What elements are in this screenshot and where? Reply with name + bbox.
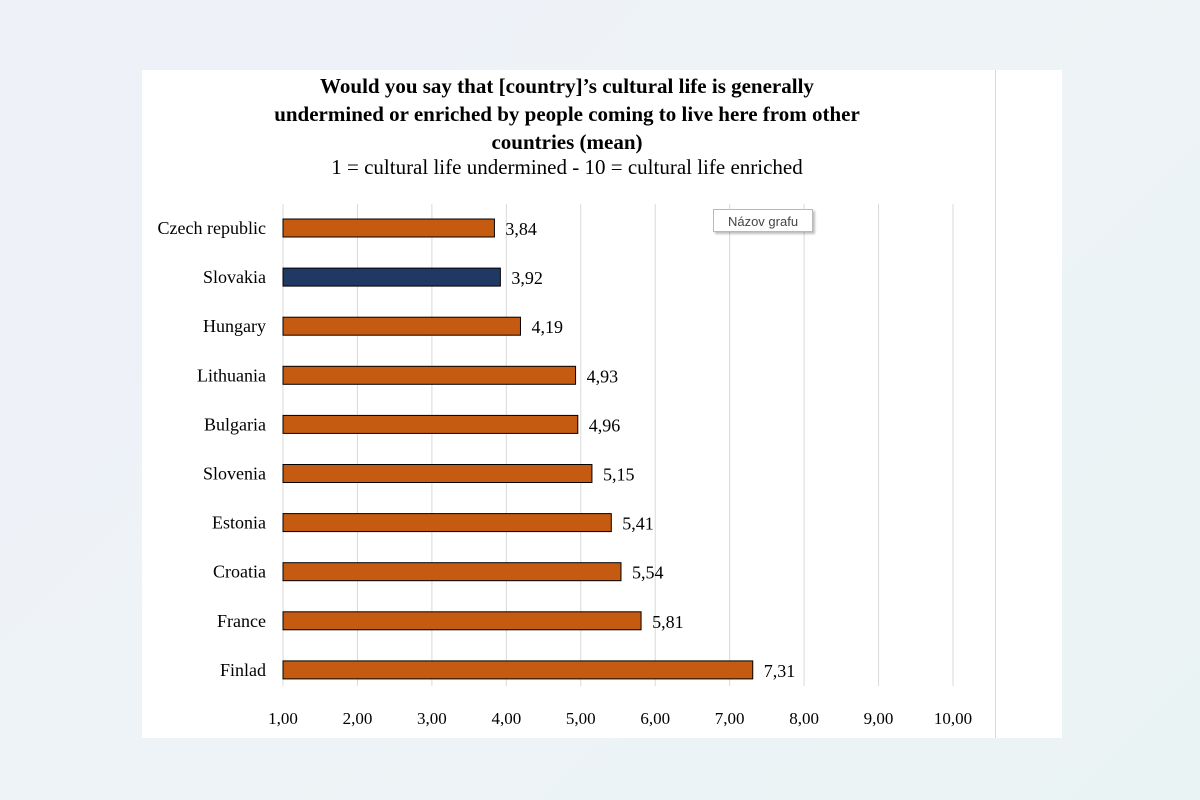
chart-title-line-2: undermined or enriched by people coming … [274,102,860,126]
bar [282,414,579,434]
x-tick-label: 1,00 [268,709,298,728]
bar [282,660,754,680]
chart-title-line-3: countries (mean) [491,130,643,154]
x-tick-label: 8,00 [789,709,819,728]
x-tick-label: 4,00 [491,709,521,728]
data-label: 4,96 [589,415,621,435]
data-label: 5,54 [632,563,664,583]
bar [282,562,622,582]
category-label: Slovenia [203,464,266,484]
category-label: Hungary [203,316,266,336]
data-label: 5,15 [603,465,635,485]
bar [282,267,501,287]
bar [282,316,521,336]
x-tick-label: 5,00 [566,709,596,728]
data-label: 7,31 [764,661,796,681]
x-tick-label: 10,00 [934,709,972,728]
category-label: Slovakia [203,267,266,287]
chart-name-tooltip: Názov grafu [713,209,813,232]
data-label: 5,81 [652,612,684,632]
category-label: Estonia [212,513,266,533]
card-divider [995,70,996,738]
x-tick-label: 9,00 [864,709,894,728]
data-label: 3,84 [505,219,537,239]
bar [282,365,577,385]
category-label: Czech republic [158,218,266,238]
data-label: 4,19 [531,317,563,337]
data-label: 4,93 [587,366,619,386]
bar [282,218,495,238]
data-label: 5,41 [622,514,654,534]
x-tick-label: 2,00 [343,709,373,728]
category-label: Finlad [220,660,266,680]
category-label: France [217,611,266,631]
category-label: Bulgaria [204,414,266,434]
x-tick-label: 6,00 [640,709,670,728]
x-tick-label: 3,00 [417,709,447,728]
bar [282,513,612,533]
bar [282,464,593,483]
bar [282,611,642,631]
x-tick-label: 7,00 [715,709,745,728]
chart-title-line-1: Would you say that [country]’s cultural … [320,74,814,98]
chart-subtitle: 1 = cultural life undermined - 10 = cult… [331,155,803,179]
category-label: Croatia [213,562,266,582]
category-label: Lithuania [197,365,266,385]
data-label: 3,92 [511,268,543,288]
